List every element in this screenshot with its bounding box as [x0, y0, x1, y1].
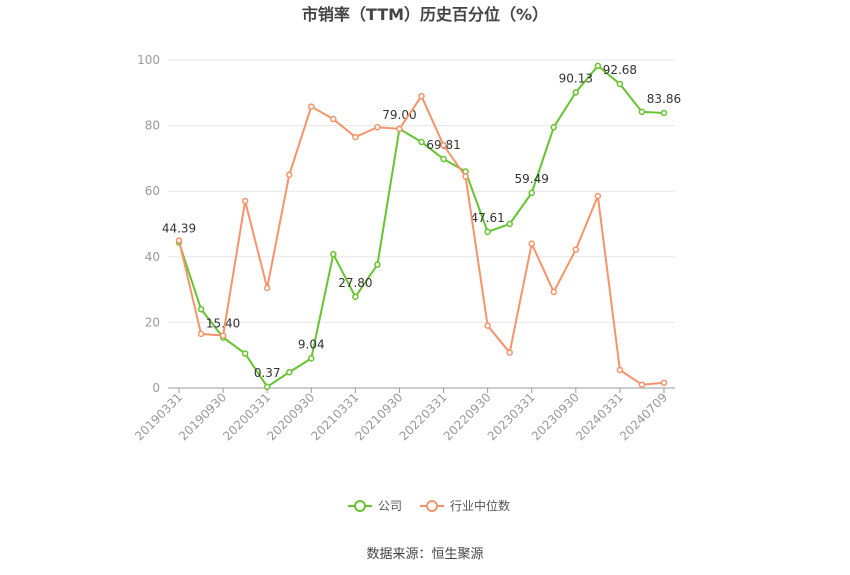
point [396, 125, 403, 133]
point [440, 155, 447, 163]
y-tick-label: 40 [145, 250, 160, 264]
legend-marker [354, 500, 366, 512]
point [197, 306, 205, 313]
point [308, 103, 315, 110]
y-tick-label: 60 [145, 184, 160, 198]
point [462, 173, 469, 180]
data-label: 44.39 [162, 221, 196, 235]
y-tick-label: 20 [145, 315, 160, 329]
data-label: 79.00 [382, 108, 416, 122]
point [197, 330, 205, 338]
y-tick-label: 80 [145, 119, 160, 133]
point [528, 240, 535, 247]
chart-title: 市销率（TTM）历史百分位（%） [302, 5, 548, 24]
point [418, 138, 425, 146]
x-tick-label: 20240709 [617, 390, 670, 443]
point [308, 355, 315, 362]
point [594, 192, 602, 200]
point [352, 133, 359, 141]
data-label: 92.68 [603, 63, 637, 77]
data-label: 83.86 [647, 92, 681, 106]
point [572, 246, 580, 253]
point [484, 228, 491, 236]
legend-label: 行业中位数 [450, 498, 510, 513]
point [175, 237, 183, 244]
point [660, 109, 668, 117]
point [263, 383, 271, 391]
point [506, 220, 513, 228]
point [263, 284, 271, 292]
legend-label: 公司 [378, 499, 402, 513]
y-tick-label: 0 [152, 381, 160, 395]
point [285, 369, 293, 376]
point [594, 62, 602, 70]
point [285, 171, 293, 179]
point [506, 349, 513, 356]
point [616, 80, 624, 88]
point [374, 261, 381, 268]
source: 数据来源：恒生聚源 [366, 547, 483, 562]
point [241, 197, 249, 205]
point [330, 115, 337, 123]
point [616, 366, 624, 374]
point [352, 293, 359, 301]
data-label: 0.37 [254, 366, 281, 380]
point [550, 288, 558, 296]
point [660, 379, 668, 387]
legend-marker [426, 500, 439, 512]
point [330, 250, 337, 258]
point [638, 108, 646, 116]
data-label: 27.80 [338, 276, 372, 290]
data-label: 9.04 [298, 337, 325, 351]
data-label: 47.61 [470, 211, 504, 225]
point [219, 332, 227, 339]
data-label: 59.49 [515, 172, 549, 186]
point [241, 350, 249, 357]
point [484, 322, 491, 329]
data-label: 90.13 [559, 71, 593, 85]
point [440, 142, 447, 149]
y-tick-label: 100 [137, 53, 160, 67]
point [638, 381, 646, 388]
point [550, 123, 558, 131]
point [418, 92, 425, 100]
data-label: 15.40 [206, 316, 240, 330]
point [374, 123, 381, 131]
point [572, 89, 580, 96]
point [528, 189, 535, 197]
